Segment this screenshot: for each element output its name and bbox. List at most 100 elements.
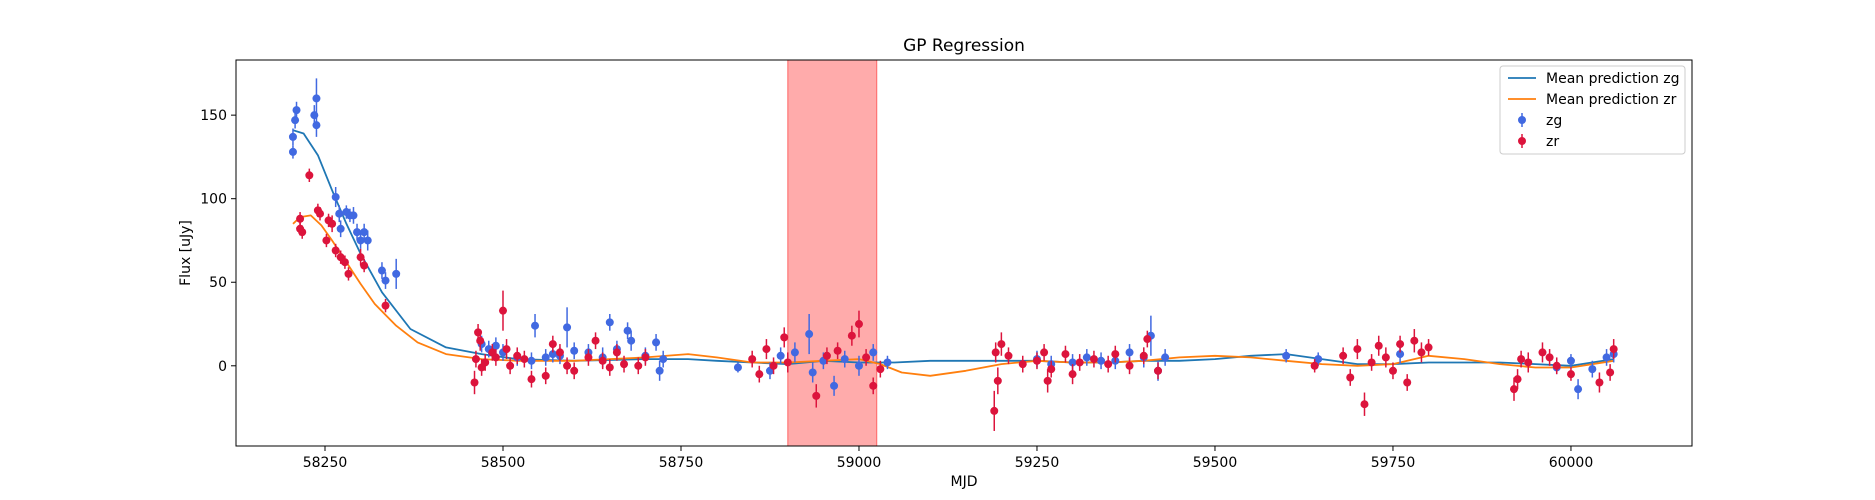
point-marker (612, 348, 621, 357)
data-point-zr (1043, 369, 1052, 393)
point-marker (780, 333, 789, 342)
point-marker (1111, 350, 1120, 359)
point-marker (1075, 358, 1084, 367)
data-point-zg (563, 307, 572, 348)
point-marker (1417, 348, 1426, 357)
data-point-zg (312, 78, 321, 119)
point-marker (641, 353, 650, 362)
data-point-zg (1314, 352, 1323, 366)
data-point-zg (527, 352, 536, 370)
x-tick-label: 59000 (837, 455, 882, 471)
point-marker (335, 209, 344, 218)
data-point-zg (659, 350, 668, 368)
point-marker (733, 363, 742, 372)
data-point-zr (612, 344, 621, 361)
point-marker (652, 338, 661, 347)
point-marker (833, 346, 842, 355)
data-point-zr (520, 350, 529, 368)
point-marker (1040, 348, 1049, 357)
x-tick-label: 58250 (303, 455, 348, 471)
point-marker (1125, 361, 1134, 370)
data-point-zr (1566, 367, 1575, 381)
data-point-zg (1574, 379, 1583, 400)
point-marker (1566, 370, 1575, 379)
point-marker (876, 365, 885, 374)
point-marker (790, 348, 799, 357)
data-point-zr (1353, 339, 1362, 360)
point-marker (1374, 341, 1383, 350)
data-point-zr (555, 344, 564, 361)
data-point-zg (292, 101, 301, 119)
data-point-zr (822, 347, 831, 365)
point-marker (471, 355, 480, 364)
data-point-zg (288, 128, 297, 146)
data-point-zr (1125, 357, 1134, 375)
data-point-zr (755, 365, 764, 383)
data-point-zr (344, 267, 353, 281)
data-point-zr (762, 339, 771, 360)
x-tick-label: 59750 (1371, 455, 1416, 471)
point-marker (854, 361, 863, 370)
legend-label: zr (1546, 134, 1559, 150)
point-marker (331, 246, 340, 255)
data-point-zr (316, 207, 325, 221)
point-marker (291, 116, 300, 125)
data-point-zr (1606, 364, 1615, 381)
data-point-zg (623, 322, 632, 340)
x-tick-label: 59250 (1015, 455, 1060, 471)
point-marker (655, 366, 664, 375)
data-point-zr (1068, 364, 1077, 385)
data-point-zg (1282, 349, 1291, 363)
point-marker (520, 355, 529, 364)
data-point-zr (833, 342, 842, 360)
data-point-zr (1403, 374, 1412, 391)
point-marker (292, 106, 301, 115)
point-marker (840, 355, 849, 364)
data-point-zr (471, 350, 480, 368)
data-point-zr (1367, 354, 1376, 371)
data-point-zr (328, 215, 337, 233)
point-marker (491, 353, 500, 362)
data-point-zr (854, 310, 863, 338)
data-point-zr (1139, 347, 1148, 365)
point-marker (605, 318, 614, 327)
data-point-zg (570, 342, 579, 360)
data-point-zr (1089, 350, 1098, 368)
point-marker (805, 330, 814, 339)
data-point-zr (1609, 339, 1618, 360)
data-point-zg (381, 272, 390, 289)
point-marker (356, 253, 365, 262)
point-marker (1513, 375, 1522, 384)
data-point-zr (548, 335, 557, 353)
data-point-zg (349, 207, 358, 224)
shaded-region (787, 59, 878, 447)
point-marker (336, 224, 345, 233)
data-point-zr (783, 352, 792, 373)
point-marker (555, 348, 564, 357)
legend-item: Mean prediction zr (1508, 92, 1677, 108)
point-marker (847, 331, 856, 340)
point-marker (1314, 355, 1323, 364)
data-point-zr (1040, 344, 1049, 361)
data-point-zr (1410, 329, 1419, 353)
data-point-zg (1082, 349, 1091, 366)
point-marker (1517, 355, 1526, 364)
point-marker (990, 406, 999, 415)
point-marker (322, 236, 331, 245)
data-point-zr (1310, 359, 1319, 373)
data-point-zg (869, 344, 878, 361)
data-point-zg (1602, 349, 1611, 366)
data-point-zr (1004, 347, 1013, 365)
data-point-zr (570, 362, 579, 380)
data-point-zr (331, 243, 340, 258)
data-point-zg (805, 313, 814, 355)
data-point-zg (1588, 360, 1597, 378)
data-point-zr (1360, 392, 1369, 416)
point-marker (1104, 360, 1113, 369)
data-point-zr (869, 377, 878, 395)
point-marker (869, 381, 878, 390)
point-marker (991, 348, 1000, 357)
point-marker (993, 376, 1002, 385)
data-point-zg (360, 223, 369, 241)
point-marker (470, 378, 479, 387)
